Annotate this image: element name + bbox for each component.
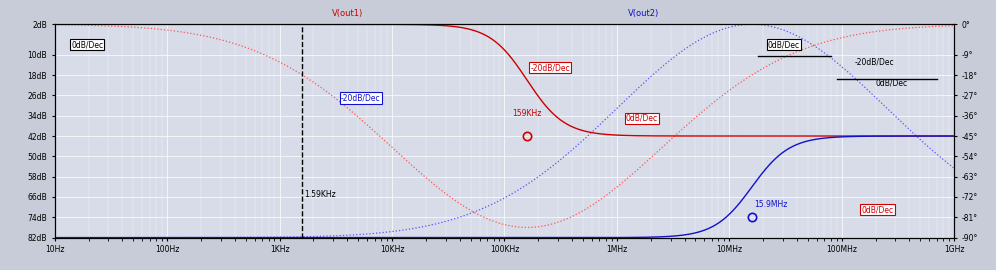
- Text: -20dB/Dec: -20dB/Dec: [341, 93, 380, 103]
- Text: 0dB/Dec: 0dB/Dec: [625, 114, 658, 123]
- Text: 0dB/Dec: 0dB/Dec: [768, 40, 800, 49]
- Text: 15.9MHz: 15.9MHz: [754, 200, 788, 209]
- Text: 1.59KHz: 1.59KHz: [305, 190, 337, 199]
- Text: 0dB/Dec: 0dB/Dec: [71, 40, 104, 49]
- Text: 0dB/Dec: 0dB/Dec: [875, 78, 907, 87]
- Text: V(out1): V(out1): [332, 9, 363, 18]
- Text: 159KHz: 159KHz: [512, 109, 542, 118]
- Text: V(out2): V(out2): [628, 9, 659, 18]
- Text: -20dB/Dec: -20dB/Dec: [531, 63, 570, 72]
- Text: 0dB/Dec: 0dB/Dec: [862, 205, 893, 214]
- Text: -20dB/Dec: -20dB/Dec: [855, 58, 894, 67]
